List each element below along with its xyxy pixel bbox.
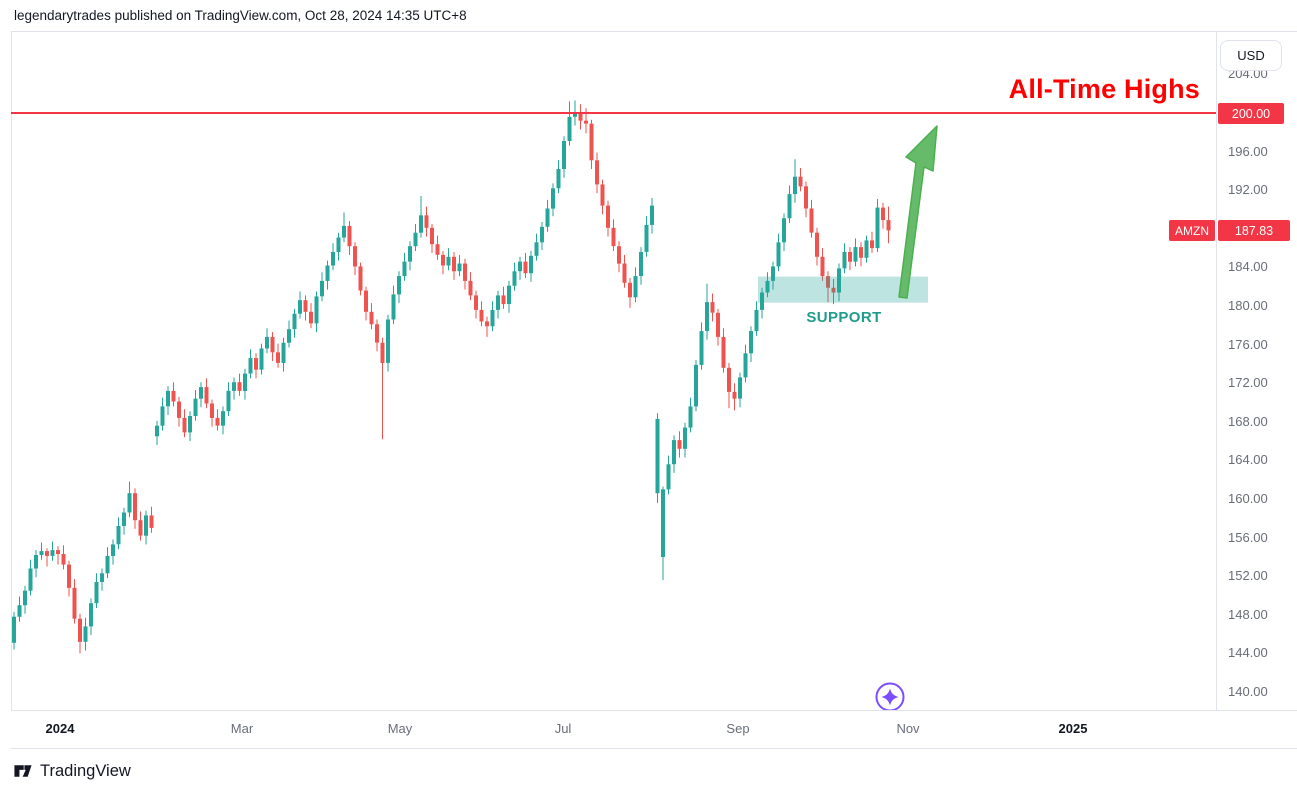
price-tick-label: 192.00 — [1228, 182, 1268, 198]
time-axis[interactable]: 2024 Mar May Jul Sep Nov 2025 — [11, 711, 1297, 748]
price-axis-divider — [1216, 31, 1217, 748]
time-axis-divider — [11, 710, 1297, 711]
price-tick-label: 156.00 — [1228, 529, 1268, 545]
time-axis-month-label: Sep — [726, 721, 750, 736]
time-axis-month-label: Jul — [554, 721, 572, 736]
price-tick-label: 164.00 — [1228, 452, 1268, 468]
price-tick-label: 184.00 — [1228, 259, 1268, 275]
attribution-text: legendarytrades published on TradingView… — [14, 8, 467, 23]
support-label: SUPPORT — [806, 309, 882, 326]
time-axis-year-label: 2025 — [1058, 721, 1088, 736]
last-price-badge: 187.83 — [1218, 220, 1290, 241]
currency-button[interactable]: USD — [1220, 40, 1282, 71]
time-axis-month-label: Mar — [230, 721, 254, 736]
price-tick-label: 148.00 — [1228, 606, 1268, 622]
tradingview-logo[interactable]: TradingView — [13, 758, 131, 784]
time-axis-month-label: May — [387, 721, 413, 736]
price-tick-label: 140.00 — [1228, 684, 1268, 699]
bottom-border — [11, 748, 1297, 749]
all-time-highs-label: All-Time Highs — [1008, 74, 1200, 104]
price-tick-label: 152.00 — [1228, 568, 1268, 584]
chart-pane[interactable] — [11, 31, 1217, 711]
time-axis-year-label: 2024 — [45, 721, 75, 736]
price-tick-label: 180.00 — [1228, 298, 1268, 313]
pane-top-border — [11, 31, 1297, 32]
time-axis-month-label: Nov — [896, 721, 920, 736]
price-tick-label: 144.00 — [1228, 645, 1268, 661]
price-tick-label: 160.00 — [1228, 491, 1268, 506]
price-tick-label: 176.00 — [1228, 336, 1268, 352]
price-tick-label: 172.00 — [1228, 375, 1268, 391]
price-tick-label: 196.00 — [1228, 143, 1268, 159]
price-axis[interactable]: USD 204.00200.00196.00192.00184.00180.00… — [1217, 32, 1297, 710]
price-tick-label: 168.00 — [1228, 413, 1268, 429]
ath-price-badge: 200.00 — [1218, 103, 1284, 124]
tradingview-logo-icon — [14, 765, 32, 777]
tradingview-logo-text: TradingView — [40, 761, 131, 780]
symbol-badge: AMZN — [1169, 220, 1215, 241]
